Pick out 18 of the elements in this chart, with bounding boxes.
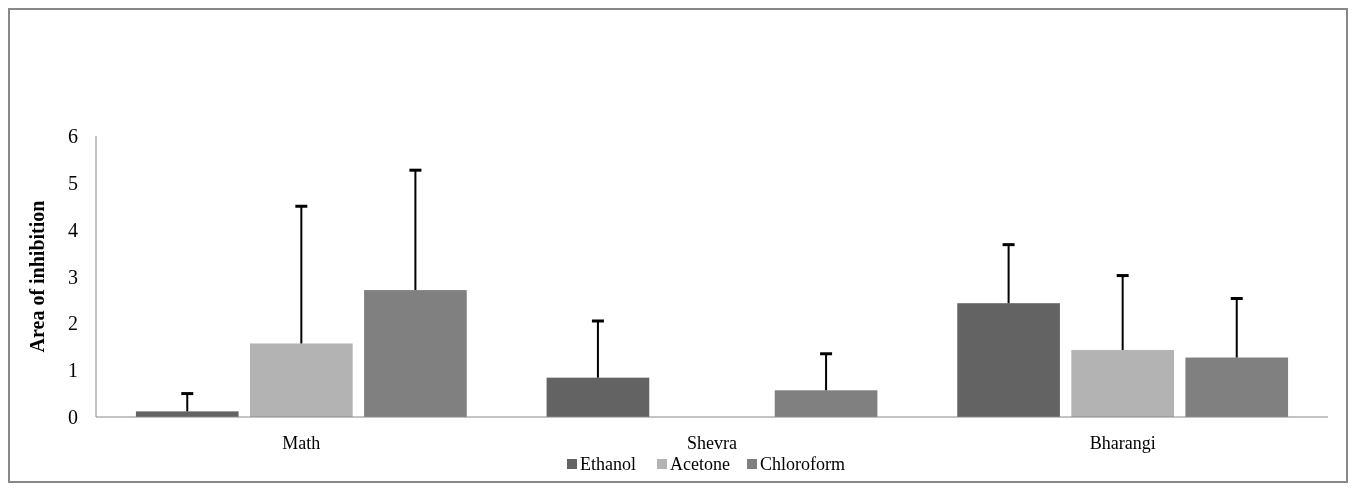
y-tick-label: 2 [68,312,78,335]
y-tick-label: 5 [68,171,78,194]
x-tick-label: Bharangi [1089,433,1156,453]
x-tick-label: Math [282,433,321,453]
legend-label: Ethanol [580,454,636,475]
y-axis-title: Area of inhibition [26,200,48,353]
y-tick-label: 3 [68,265,78,288]
y-tick-label: 0 [68,406,78,428]
legend-label: Acetone [670,454,730,475]
bar [957,303,1060,417]
y-tick-label: 4 [68,218,78,241]
x-tick-label: Shevra [687,433,737,453]
y-tick-label: 1 [68,359,78,382]
bar [1071,350,1174,417]
bar [546,377,650,417]
y-tick-label: 6 [68,125,78,147]
bar [250,343,353,417]
legend-label: Chloroform [760,454,845,475]
